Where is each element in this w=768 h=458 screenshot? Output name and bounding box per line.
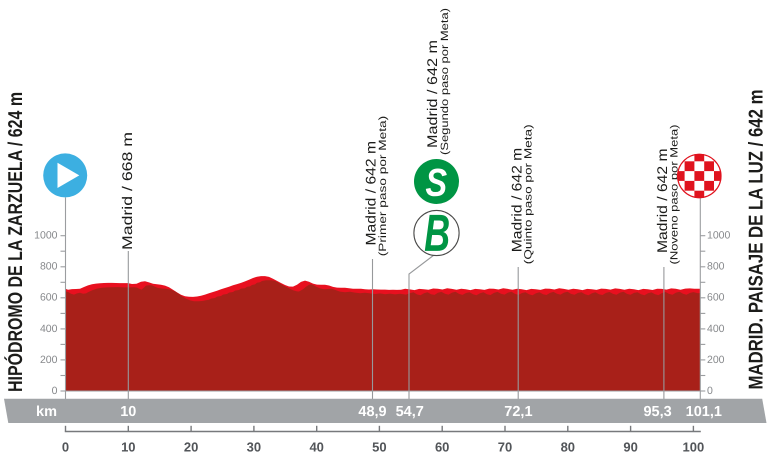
svg-text:40: 40 (309, 440, 323, 455)
svg-text:95,3: 95,3 (643, 404, 671, 420)
svg-text:(Primer paso por Meta): (Primer paso por Meta) (377, 116, 389, 257)
svg-text:km: km (36, 404, 57, 420)
svg-text:0: 0 (62, 440, 69, 455)
svg-text:20: 20 (184, 440, 198, 455)
svg-text:0: 0 (707, 385, 713, 397)
svg-text:(Quinto paso por Meta): (Quinto paso por Meta) (523, 124, 535, 264)
svg-text:0: 0 (52, 385, 58, 397)
svg-text:200: 200 (707, 354, 725, 366)
svg-text:1000: 1000 (34, 230, 58, 242)
svg-text:Madrid / 668 m: Madrid / 668 m (119, 132, 135, 250)
svg-text:100: 100 (683, 440, 705, 455)
svg-text:54,7: 54,7 (396, 404, 424, 420)
svg-text:30: 30 (247, 440, 261, 455)
svg-text:400: 400 (40, 323, 58, 335)
svg-text:Madrid / 642 m: Madrid / 642 m (654, 149, 670, 254)
svg-text:(Noveno paso por Meta): (Noveno paso por Meta) (668, 125, 680, 265)
svg-text:72,1: 72,1 (504, 404, 532, 420)
svg-text:60: 60 (435, 440, 449, 455)
svg-text:600: 600 (40, 292, 58, 304)
svg-text:10: 10 (120, 404, 136, 420)
svg-text:Madrid / 642 m: Madrid / 642 m (508, 148, 524, 253)
svg-text:50: 50 (372, 440, 386, 455)
svg-text:Madrid / 642 m: Madrid / 642 m (424, 40, 440, 148)
svg-text:600: 600 (707, 292, 725, 304)
svg-text:101,1: 101,1 (686, 404, 722, 420)
svg-text:80: 80 (561, 440, 575, 455)
svg-text:10: 10 (121, 440, 135, 455)
svg-text:200: 200 (40, 354, 58, 366)
svg-text:MADRID. PAISAJE DE LA LUZ / 64: MADRID. PAISAJE DE LA LUZ / 642 m (746, 90, 768, 390)
svg-text:90: 90 (623, 440, 637, 455)
svg-text:800: 800 (707, 261, 725, 273)
svg-text:Madrid / 642 m: Madrid / 642 m (363, 141, 379, 246)
svg-text:48,9: 48,9 (358, 404, 386, 420)
svg-text:70: 70 (498, 440, 512, 455)
svg-text:(Segundo paso por Meta): (Segundo paso por Meta) (439, 8, 451, 155)
svg-text:1000: 1000 (707, 230, 731, 242)
svg-text:400: 400 (707, 323, 725, 335)
svg-text:800: 800 (40, 261, 58, 273)
svg-text:HIPÓDROMO DE LA ZARZUELA / 624: HIPÓDROMO DE LA ZARZUELA / 624 m (4, 92, 27, 392)
